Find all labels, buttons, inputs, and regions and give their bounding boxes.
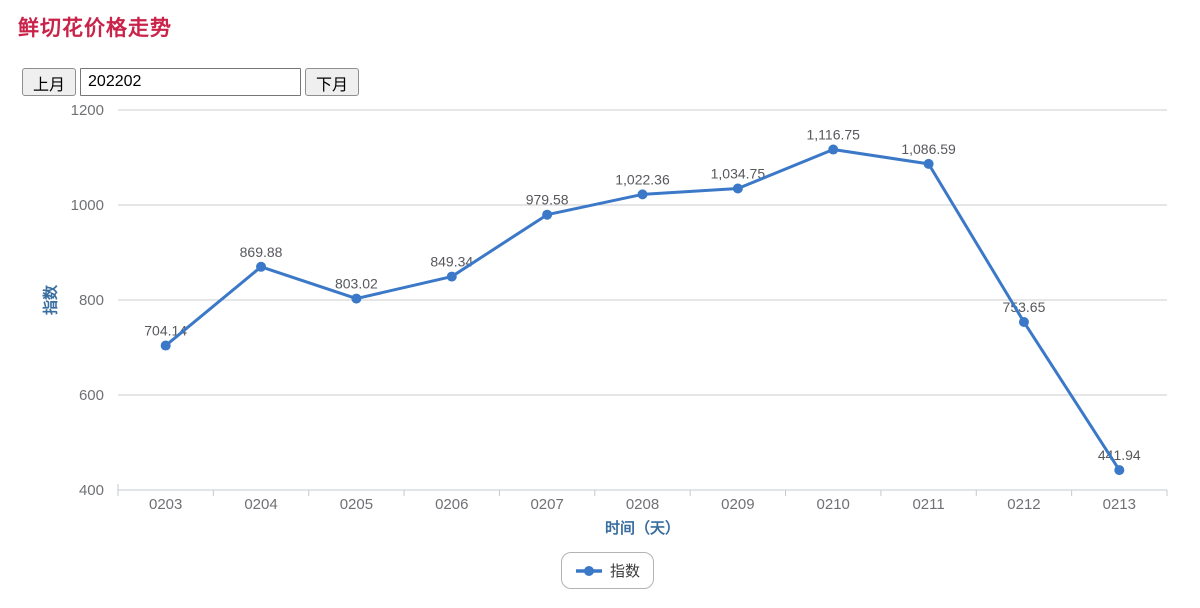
x-tick-label: 0213	[1103, 496, 1136, 513]
y-tick-label: 600	[79, 387, 104, 404]
x-tick-label: 0204	[244, 496, 277, 513]
x-axis-title: 时间（天）	[604, 520, 680, 537]
prev-month-button[interactable]: 上月	[22, 68, 77, 96]
y-tick-label: 1000	[71, 197, 104, 214]
legend-line-marker-icon	[576, 565, 602, 576]
x-tick-label: 0209	[721, 496, 754, 513]
data-point[interactable]	[351, 293, 362, 304]
x-tick-label: 0211	[912, 496, 944, 513]
data-point[interactable]	[637, 189, 648, 200]
x-tick-label: 0207	[530, 496, 563, 513]
y-tick-label: 800	[79, 292, 104, 309]
data-point[interactable]	[828, 144, 839, 155]
data-point[interactable]	[1018, 317, 1029, 328]
page-title: 鲜切花价格走势	[18, 17, 172, 40]
data-point-label: 1,034.75	[711, 165, 766, 181]
month-input[interactable]	[80, 68, 302, 96]
data-point-label: 1,086.59	[901, 141, 956, 157]
data-point-label: 849.34	[430, 254, 473, 270]
x-tick-label: 0212	[1007, 496, 1040, 513]
data-point-label: 704.14	[144, 323, 187, 339]
data-point[interactable]	[542, 209, 553, 220]
next-month-button[interactable]: 下月	[305, 68, 360, 96]
data-point-label: 979.58	[526, 192, 569, 208]
data-point[interactable]	[446, 271, 457, 282]
x-tick-label: 0210	[817, 496, 850, 513]
data-point-label: 803.02	[335, 276, 378, 292]
data-point-label: 1,116.75	[806, 127, 860, 143]
data-point[interactable]	[160, 340, 171, 351]
data-point[interactable]	[923, 158, 934, 169]
data-point-label: 753.65	[1003, 299, 1046, 315]
month-controls: 上月 下月	[22, 68, 360, 96]
data-point-label: 1,022.36	[615, 171, 670, 187]
legend-item[interactable]: 指数	[561, 552, 655, 589]
legend-item-label: 指数	[610, 563, 641, 580]
x-tick-label: 0208	[626, 496, 659, 513]
data-point[interactable]	[256, 261, 267, 272]
y-tick-label: 400	[79, 482, 104, 499]
y-tick-label: 1200	[71, 102, 104, 119]
data-point[interactable]	[1114, 465, 1125, 476]
x-tick-label: 0203	[149, 496, 182, 513]
x-tick-label: 0206	[435, 496, 468, 513]
data-point-label: 869.88	[240, 244, 283, 260]
x-tick-label: 0205	[340, 496, 373, 513]
data-point[interactable]	[732, 183, 743, 194]
y-axis-title: 指数	[42, 284, 60, 316]
